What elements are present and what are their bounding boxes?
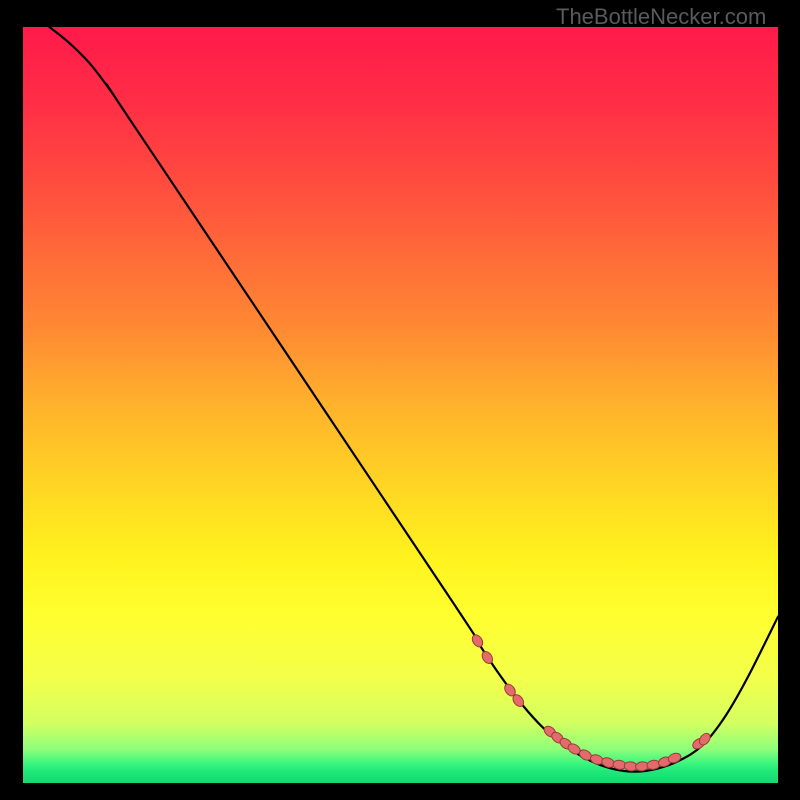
chart-svg xyxy=(23,27,778,783)
chart-plot-area xyxy=(23,27,778,783)
chart-background xyxy=(23,27,778,783)
